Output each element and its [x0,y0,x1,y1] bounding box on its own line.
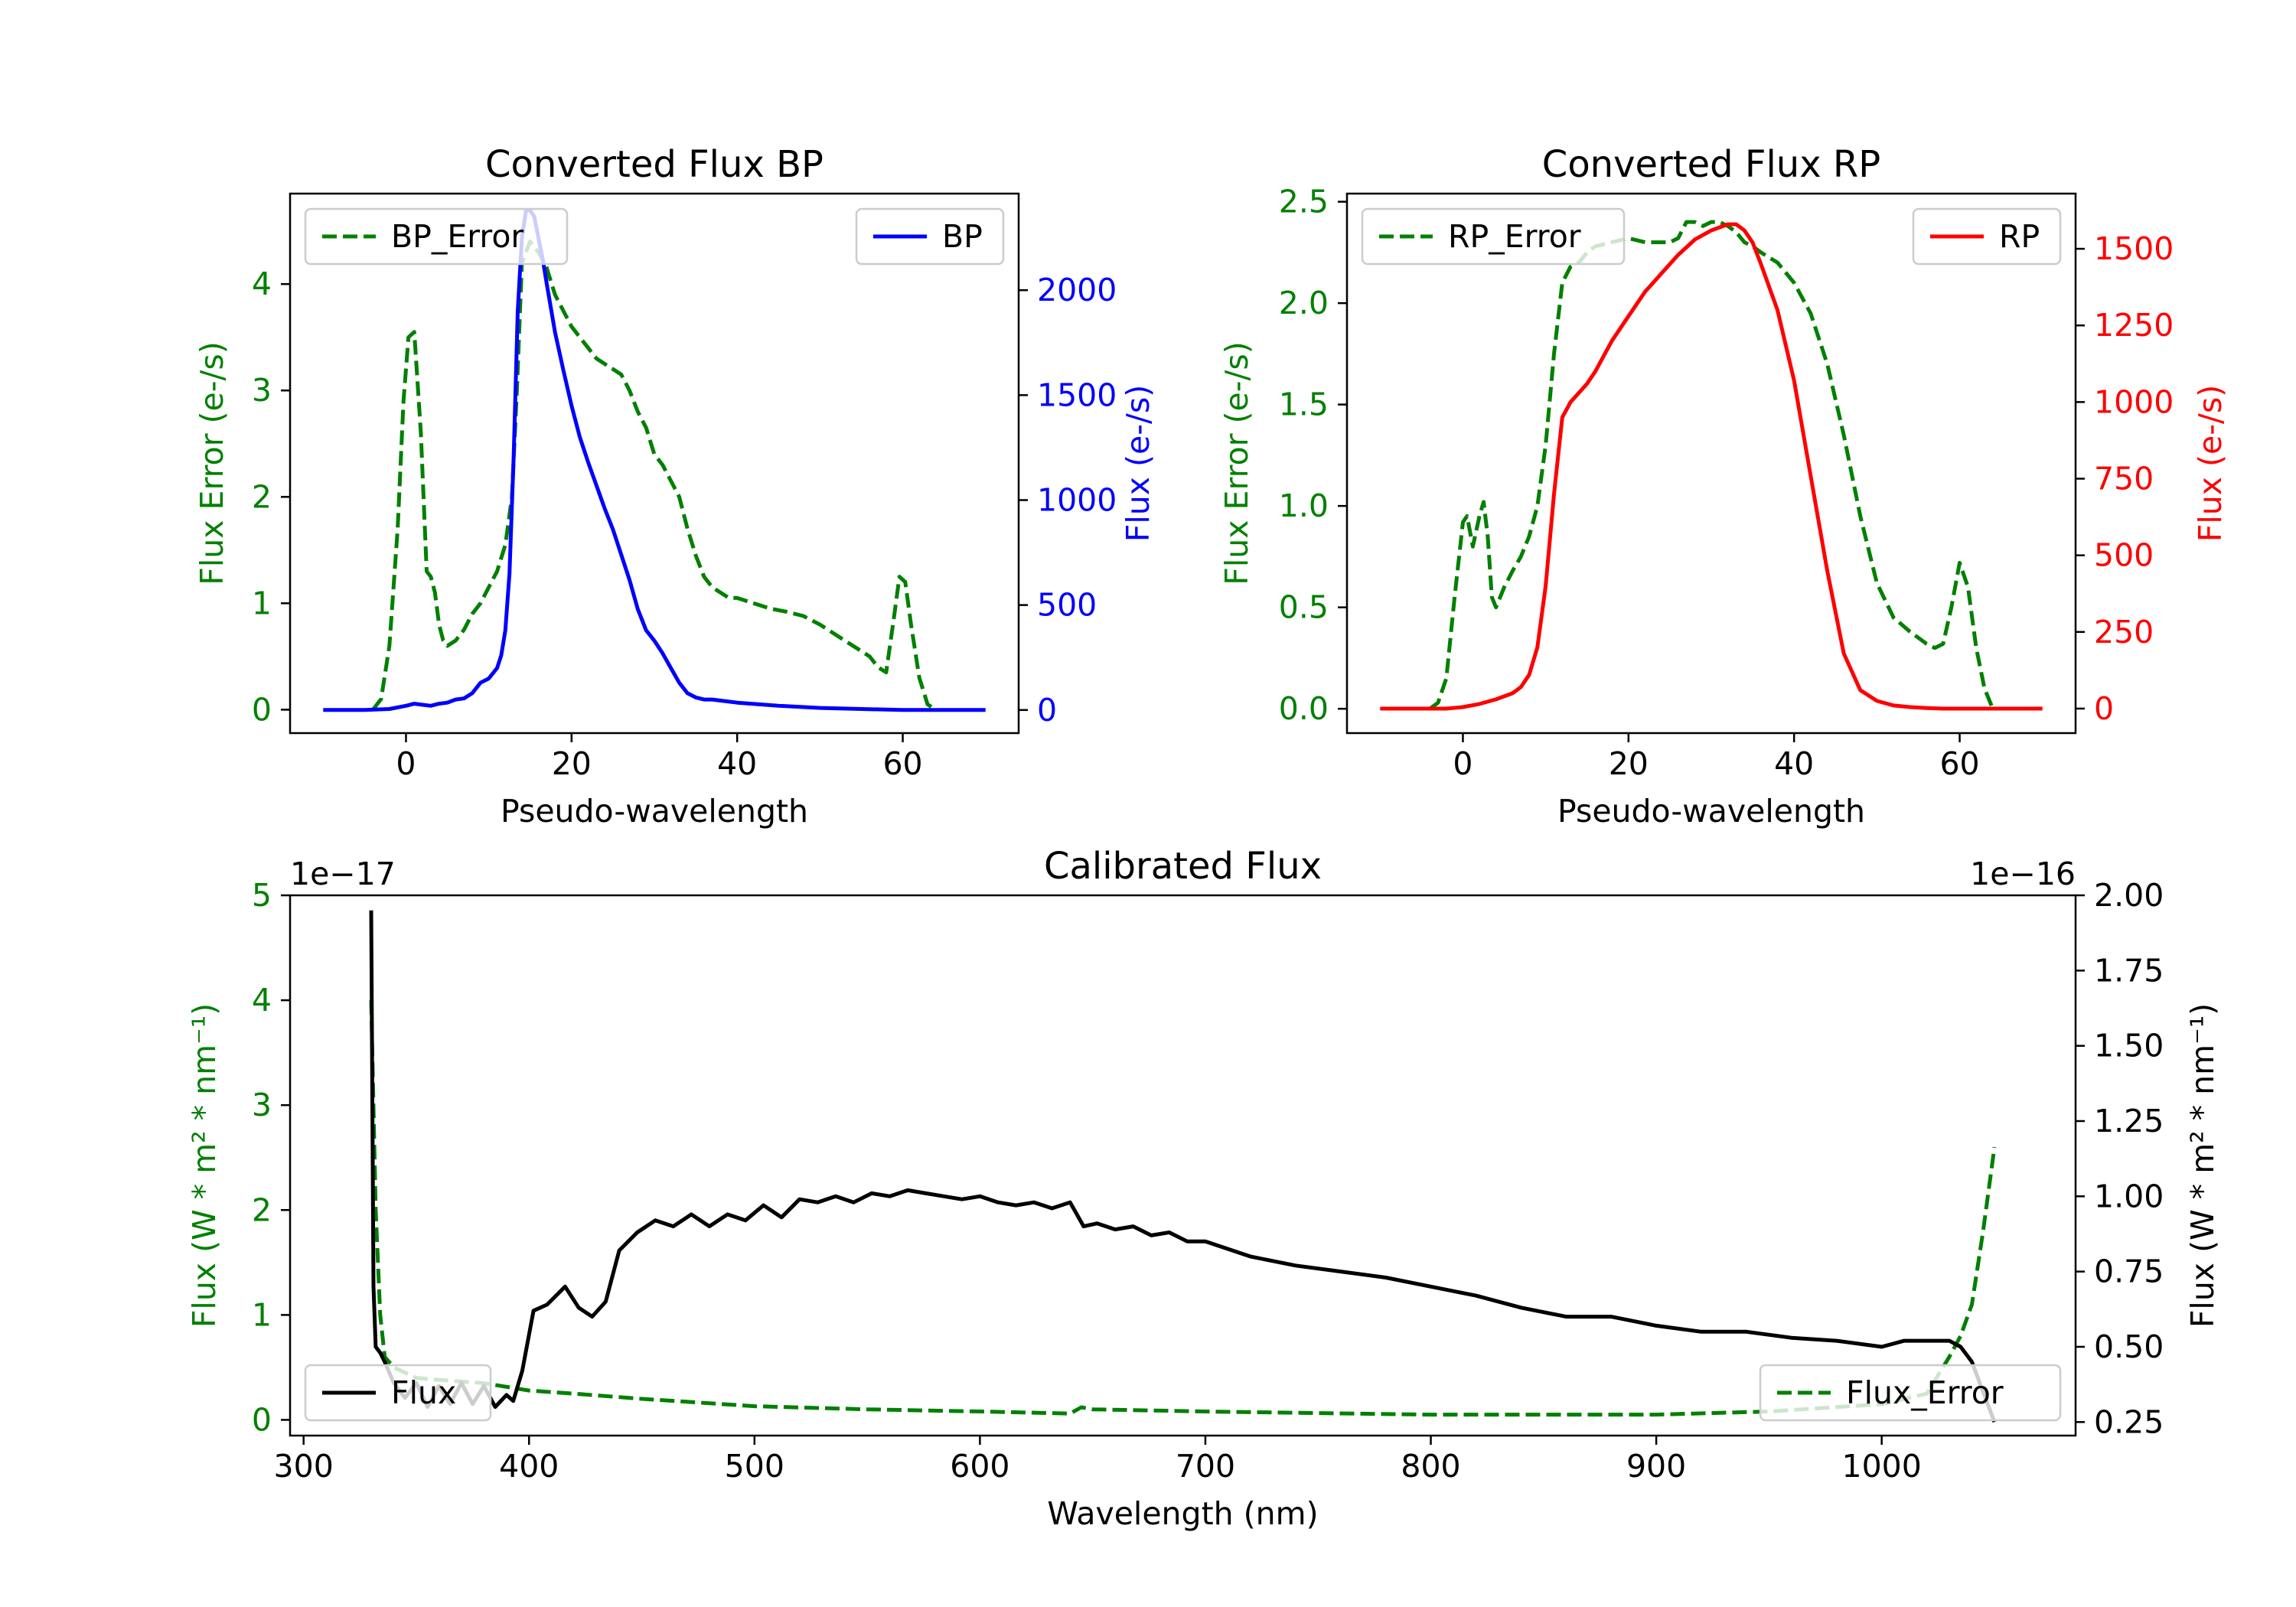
x-tick-label: 40 [717,745,757,782]
x-tick-label: 0 [396,745,416,782]
y-right-tick-label: 0.75 [2094,1253,2164,1290]
x-tick-label: 600 [950,1448,1009,1485]
x-axis-label: Wavelength (nm) [1047,1495,1318,1532]
legend-box [1361,207,1626,266]
y-left-tick-label: 3 [252,1087,272,1123]
x-tick-label: 20 [1609,745,1649,782]
y-left-axis-label: Flux (W * m² * nm⁻¹) [186,1003,223,1328]
legend-label: RP [1999,218,2040,255]
plot-frame [289,192,1020,735]
y-right-tick-label: 1250 [2094,307,2174,344]
x-tick-label: 0 [1453,745,1473,782]
x-tick-label: 400 [499,1448,559,1485]
y-right-tick-label: 1.50 [2094,1028,2164,1064]
legend-flux-error: Flux_Error [1759,1364,2062,1422]
y-right-axis-label: Flux (e-/s) [1120,385,1156,542]
y-left-axis-label: Flux Error (e-/s) [1218,341,1255,585]
x-axis-label: Pseudo-wavelength [1557,793,1865,830]
series-group [323,208,986,712]
x-tick-label: 60 [1939,745,1979,782]
series-line-rp [1380,222,2043,711]
y-left-tick-label: 2.0 [1279,285,1329,321]
y-left-tick-label: 0 [252,691,272,728]
y-left-tick-label: 3 [252,372,272,409]
x-tick-label: 700 [1176,1448,1235,1485]
panel-converted-flux-rp: Converted Flux RP 0 20 40 60 Pseudo-wavelengt… [1218,143,2229,830]
series-group [1380,220,2043,711]
y-right-tick-label: 1.00 [2094,1178,2164,1214]
y-left-axis-label: Flux Error (e-/s) [194,341,230,585]
y-right-tick-label: 0 [2094,690,2114,727]
y-right-tick-label: 500 [1037,587,1097,624]
y-right-tick-label: 1.75 [2094,952,2164,989]
y-right-tick-label: 0.50 [2094,1328,2164,1365]
legend-box [304,1364,492,1422]
y-left-tick-label: 0.5 [1279,589,1329,626]
y-right-offset-text: 1e−16 [1970,856,2076,892]
y-right-tick-label: 500 [2094,537,2154,574]
y-left-tick-label: 1 [252,585,272,621]
legend-label: Flux [391,1374,456,1411]
legend-flux: Flux [304,1364,492,1422]
y-left-tick-label: 0.0 [1279,690,1329,727]
x-tick-label: 800 [1401,1448,1460,1485]
panel-converted-flux-bp: Converted Flux BP0 20 40 60Pseudo-wavelengt… [194,143,1156,830]
legend-label: Flux_Error [1846,1374,2004,1411]
x-tick-label: 1000 [1841,1448,1921,1485]
legend-box [855,207,1005,266]
y-left-tick-label: 1 [252,1296,272,1333]
y-right-tick-label: 2.00 [2094,877,2164,914]
chart-title: Converted Flux BP [485,143,823,186]
legend-label: RP_Error [1448,218,1581,255]
legend-box [1912,207,2062,266]
y-right-tick-label: 0.25 [2094,1403,2164,1440]
y-right-tick-label: 2000 [1037,272,1117,308]
legend-rp: RP [1912,207,2062,266]
y-right-tick-label: 1500 [2094,230,2174,267]
series-line-rp-error [1428,220,1995,711]
series-line-bp-error [371,240,938,712]
x-axis-label: Pseudo-wavelength [501,793,808,830]
legend-box [304,207,569,266]
x-tick-label: 20 [552,745,592,782]
y-left-tick-label: 5 [252,877,272,914]
legend-label: BP_Error [391,218,523,255]
y-left-tick-label: 1.0 [1279,487,1329,524]
y-right-tick-label: 750 [2094,461,2154,497]
y-left-offset-text: 1e−17 [290,856,396,892]
legend-box [1759,1364,2062,1422]
plot-frame [1345,192,2077,735]
series-line-bp [323,208,986,712]
legend-bp-error: BP_Error [304,207,569,266]
chart-title: Calibrated Flux [1044,845,1322,888]
y-right-tick-label: 0 [1037,692,1057,729]
y-right-tick-label: 1000 [1037,482,1117,519]
legend-bp: BP [855,207,1005,266]
x-tick-label: 60 [882,745,922,782]
x-tick-label: 300 [274,1448,334,1485]
x-tick-label: 40 [1774,745,1814,782]
x-tick-label: 900 [1626,1448,1686,1485]
chart-title: Converted Flux RP [1542,143,1880,186]
y-left-tick-label: 2 [252,478,272,515]
y-right-axis-label: Flux (e-/s) [2192,385,2229,542]
y-right-tick-label: 1500 [1037,376,1117,413]
legend-rp-error: RP_Error [1361,207,1626,266]
y-left-tick-label: 4 [252,982,272,1019]
y-left-tick-label: 4 [252,266,272,302]
y-right-tick-label: 250 [2094,614,2154,650]
y-left-tick-label: 2 [252,1191,272,1228]
y-left-tick-label: 2.5 [1279,184,1329,220]
y-left-tick-label: 1.5 [1279,386,1329,423]
panel-calibrated-flux: Calibrated Flux 300 400 500 600 700 800 900 1000… [186,845,2221,1532]
y-left-tick-label: 0 [252,1401,272,1438]
y-right-tick-label: 1000 [2094,383,2174,420]
y-right-tick-label: 1.25 [2094,1103,2164,1139]
plot-frame [289,894,2077,1437]
legend-label: BP [942,218,983,255]
x-tick-label: 500 [725,1448,784,1485]
y-right-axis-label: Flux (W * m² * nm⁻¹) [2184,1003,2221,1328]
